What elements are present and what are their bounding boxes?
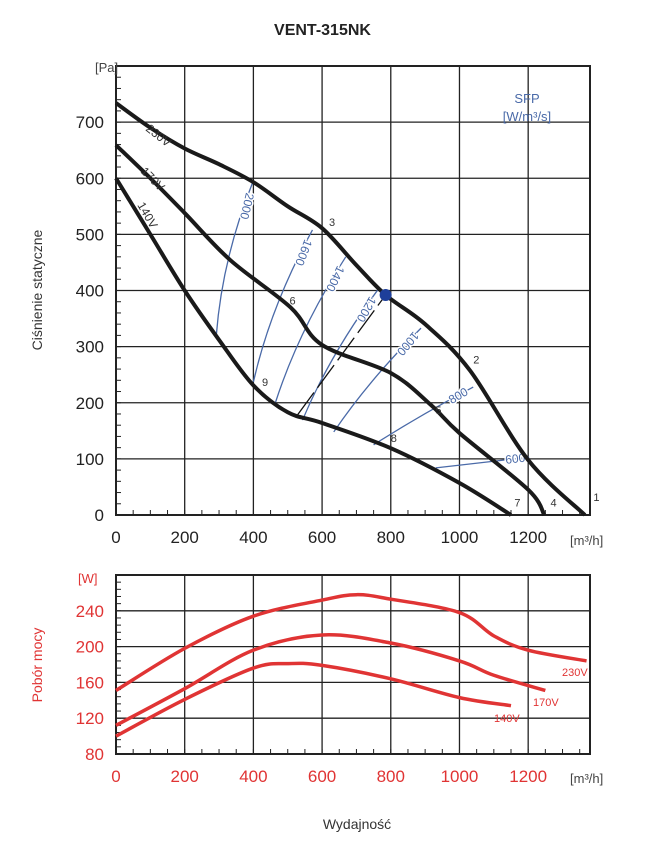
chart-title: VENT-315NK <box>274 22 371 39</box>
power-curve-140V <box>115 661 512 738</box>
x-axis-label: Wydajność <box>323 816 391 832</box>
sfp-line <box>301 289 379 421</box>
x-tick-label: 1200 <box>509 528 547 547</box>
power-curve-label-230V: 230V <box>562 667 588 679</box>
x-tick-label: 800 <box>377 528 405 547</box>
y-tick-label: 240 <box>76 602 104 621</box>
y-tick-label: 100 <box>76 450 104 469</box>
curve-label-230V: 230V <box>143 121 174 149</box>
sfp-line <box>373 386 474 446</box>
power-curve-170V <box>115 633 546 727</box>
point-label: 6 <box>289 296 295 308</box>
y-tick-label: 700 <box>76 113 104 132</box>
point-label: 7 <box>514 498 520 510</box>
x-tick-label: 1000 <box>441 528 479 547</box>
sfp-line-label: 1600 <box>292 238 315 268</box>
sfp-line <box>252 229 314 383</box>
y-tick-label: 200 <box>76 394 104 413</box>
x-tick-label: 200 <box>171 767 199 786</box>
sfp-line-label: 1000 <box>394 329 422 359</box>
point-label: 2 <box>473 354 479 366</box>
sfp-line <box>333 327 422 433</box>
power-curve-230V <box>115 592 587 692</box>
y-axis-label: Ciśnienie statyczne <box>29 229 45 350</box>
x-tick-label: 600 <box>308 528 336 547</box>
x-tick-label: 400 <box>239 528 267 547</box>
x-tick-label: 800 <box>377 767 405 786</box>
fan-curve-230V <box>114 101 587 517</box>
x-tick-label: 1200 <box>509 767 547 786</box>
y-tick-label: 80 <box>85 745 104 764</box>
y-tick-label: 200 <box>76 638 104 657</box>
x-tick-label: 400 <box>239 767 267 786</box>
point-label: 8 <box>391 433 397 445</box>
plot-frame <box>115 574 591 755</box>
point-label: 1 <box>593 492 599 504</box>
y-tick-label: 300 <box>76 338 104 357</box>
fan-curve-140V <box>114 177 513 517</box>
x-tick-label: 0 <box>111 528 120 547</box>
point-label: 3 <box>329 217 335 229</box>
y-tick-label: 500 <box>76 225 104 244</box>
sfp-line <box>274 256 347 403</box>
sfp-title: SFP <box>514 91 539 106</box>
x-unit-label-power: [m³/h] <box>570 771 603 786</box>
fan-curve-170V <box>114 143 547 517</box>
point-label: 4 <box>551 498 557 510</box>
y-unit-label: [Pa] <box>95 60 118 75</box>
y-tick-label: 400 <box>76 282 104 301</box>
sfp-unit: [W/m³/s] <box>503 109 551 124</box>
sfp-line <box>435 456 530 469</box>
x-tick-label: 600 <box>308 767 336 786</box>
y-tick-label: 160 <box>76 673 104 692</box>
y-unit-label-power: [W] <box>78 571 98 586</box>
x-unit-label: [m³/h] <box>570 533 603 548</box>
power-curve-label-170V: 170V <box>533 697 559 709</box>
y-axis-label-power: Pobór mocy <box>29 628 45 703</box>
y-tick-label: 0 <box>95 506 104 525</box>
x-tick-label: 1000 <box>441 767 479 786</box>
point-label: 9 <box>262 377 268 389</box>
power-curve-label-140V: 140V <box>494 713 520 725</box>
y-tick-label: 120 <box>76 709 104 728</box>
operating-point <box>379 288 392 301</box>
x-tick-label: 0 <box>111 767 120 786</box>
y-tick-label: 600 <box>76 169 104 188</box>
point-label: 5 <box>435 405 441 417</box>
sfp-line-label: 800 <box>446 384 471 406</box>
x-tick-label: 200 <box>171 528 199 547</box>
